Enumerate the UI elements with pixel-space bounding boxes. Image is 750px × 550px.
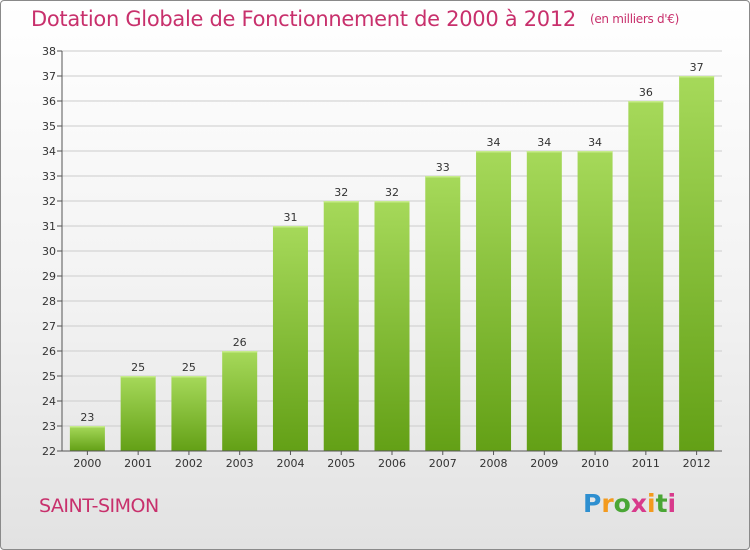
bars-layer bbox=[69, 76, 715, 451]
bar-value-label: 33 bbox=[436, 161, 450, 174]
bar-highlight bbox=[222, 351, 258, 353]
y-tick-label: 24 bbox=[42, 395, 56, 408]
bar-value-label: 31 bbox=[283, 211, 297, 224]
chart-title-text: Dotation Globale de Fonctionnement de 20… bbox=[31, 7, 576, 31]
bar bbox=[69, 426, 105, 451]
bar-highlight bbox=[628, 101, 664, 103]
bar bbox=[628, 101, 664, 451]
bar-highlight bbox=[476, 151, 512, 153]
x-tick-label: 2009 bbox=[530, 457, 558, 470]
x-tick-label: 2008 bbox=[480, 457, 508, 470]
y-tick-label: 34 bbox=[42, 145, 56, 158]
logo-letter: x bbox=[630, 489, 647, 518]
bar-value-label: 34 bbox=[537, 136, 551, 149]
bar-highlight bbox=[577, 151, 613, 153]
logo-letter: i bbox=[647, 489, 656, 518]
x-tick-label: 2007 bbox=[429, 457, 457, 470]
bar-highlight bbox=[526, 151, 562, 153]
bar-value-label: 34 bbox=[487, 136, 501, 149]
y-tick-label: 27 bbox=[42, 320, 56, 333]
y-tick-label: 37 bbox=[42, 70, 56, 83]
bar-value-label: 34 bbox=[588, 136, 602, 149]
bar-highlight bbox=[69, 426, 105, 428]
x-tick-label: 2012 bbox=[683, 457, 711, 470]
x-tick-label: 2002 bbox=[175, 457, 203, 470]
chart-title: Dotation Globale de Fonctionnement de 20… bbox=[31, 7, 679, 31]
x-tick-label: 2006 bbox=[378, 457, 406, 470]
bar-highlight bbox=[374, 201, 410, 203]
y-tick-label: 31 bbox=[42, 220, 56, 233]
bar-highlight bbox=[323, 201, 359, 203]
bar bbox=[120, 376, 156, 451]
bar-value-label: 37 bbox=[690, 61, 704, 74]
logo-letter: r bbox=[601, 489, 614, 518]
x-tick-label: 2004 bbox=[276, 457, 304, 470]
y-tick-label: 33 bbox=[42, 170, 56, 183]
bar bbox=[222, 351, 258, 451]
bar-highlight bbox=[425, 176, 461, 178]
axis-layer: 22 23 24 25 26 27 28 29 30 31 32 33 34 35 36 37 38 2000 20… bbox=[42, 45, 722, 470]
y-tick-label: 28 bbox=[42, 295, 56, 308]
y-tick-label: 35 bbox=[42, 120, 56, 133]
y-tick-label: 23 bbox=[42, 420, 56, 433]
bar-highlight bbox=[679, 76, 715, 78]
bar bbox=[272, 226, 308, 451]
x-tick-label: 2010 bbox=[581, 457, 609, 470]
logo-letter: P bbox=[583, 489, 602, 518]
bar-value-label: 23 bbox=[80, 411, 94, 424]
bar-value-label: 32 bbox=[385, 186, 399, 199]
bar bbox=[679, 76, 715, 451]
bar bbox=[323, 201, 359, 451]
bar bbox=[425, 176, 461, 451]
x-tick-label: 2005 bbox=[327, 457, 355, 470]
bar bbox=[577, 151, 613, 451]
bar-highlight bbox=[272, 226, 308, 228]
bar-value-label: 32 bbox=[334, 186, 348, 199]
y-tick-label: 25 bbox=[42, 370, 56, 383]
bar-value-label: 26 bbox=[233, 336, 247, 349]
bar-value-label: 25 bbox=[182, 361, 196, 374]
commune-name: SAINT-SIMON bbox=[39, 495, 159, 517]
bar-highlight bbox=[171, 376, 207, 378]
bar bbox=[476, 151, 512, 451]
bar bbox=[526, 151, 562, 451]
y-tick-label: 30 bbox=[42, 245, 56, 258]
y-tick-label: 26 bbox=[42, 345, 56, 358]
labels-layer: 23 25 25 26 31 32 32 33 34 34 34 36 37 bbox=[80, 61, 703, 424]
y-tick-label: 29 bbox=[42, 270, 56, 283]
logo-letter: t bbox=[655, 489, 668, 518]
bar-value-label: 25 bbox=[131, 361, 145, 374]
chart-unit-label: (en milliers d'€) bbox=[589, 12, 679, 26]
x-tick-label: 2011 bbox=[632, 457, 660, 470]
logo-letter: i bbox=[667, 489, 677, 518]
y-tick-label: 38 bbox=[42, 45, 56, 58]
y-tick-label: 36 bbox=[42, 95, 56, 108]
bar-value-label: 36 bbox=[639, 86, 653, 99]
bar-highlight bbox=[120, 376, 156, 378]
x-tick-label: 2003 bbox=[226, 457, 254, 470]
proxiti-logo[interactable]: Proxiti bbox=[583, 489, 676, 518]
bar bbox=[374, 201, 410, 451]
logo-letter: o bbox=[613, 489, 631, 518]
y-tick-label: 22 bbox=[42, 445, 56, 458]
x-tick-label: 2001 bbox=[124, 457, 152, 470]
x-tick-label: 2000 bbox=[73, 457, 101, 470]
bar bbox=[171, 376, 207, 451]
y-tick-label: 32 bbox=[42, 195, 56, 208]
